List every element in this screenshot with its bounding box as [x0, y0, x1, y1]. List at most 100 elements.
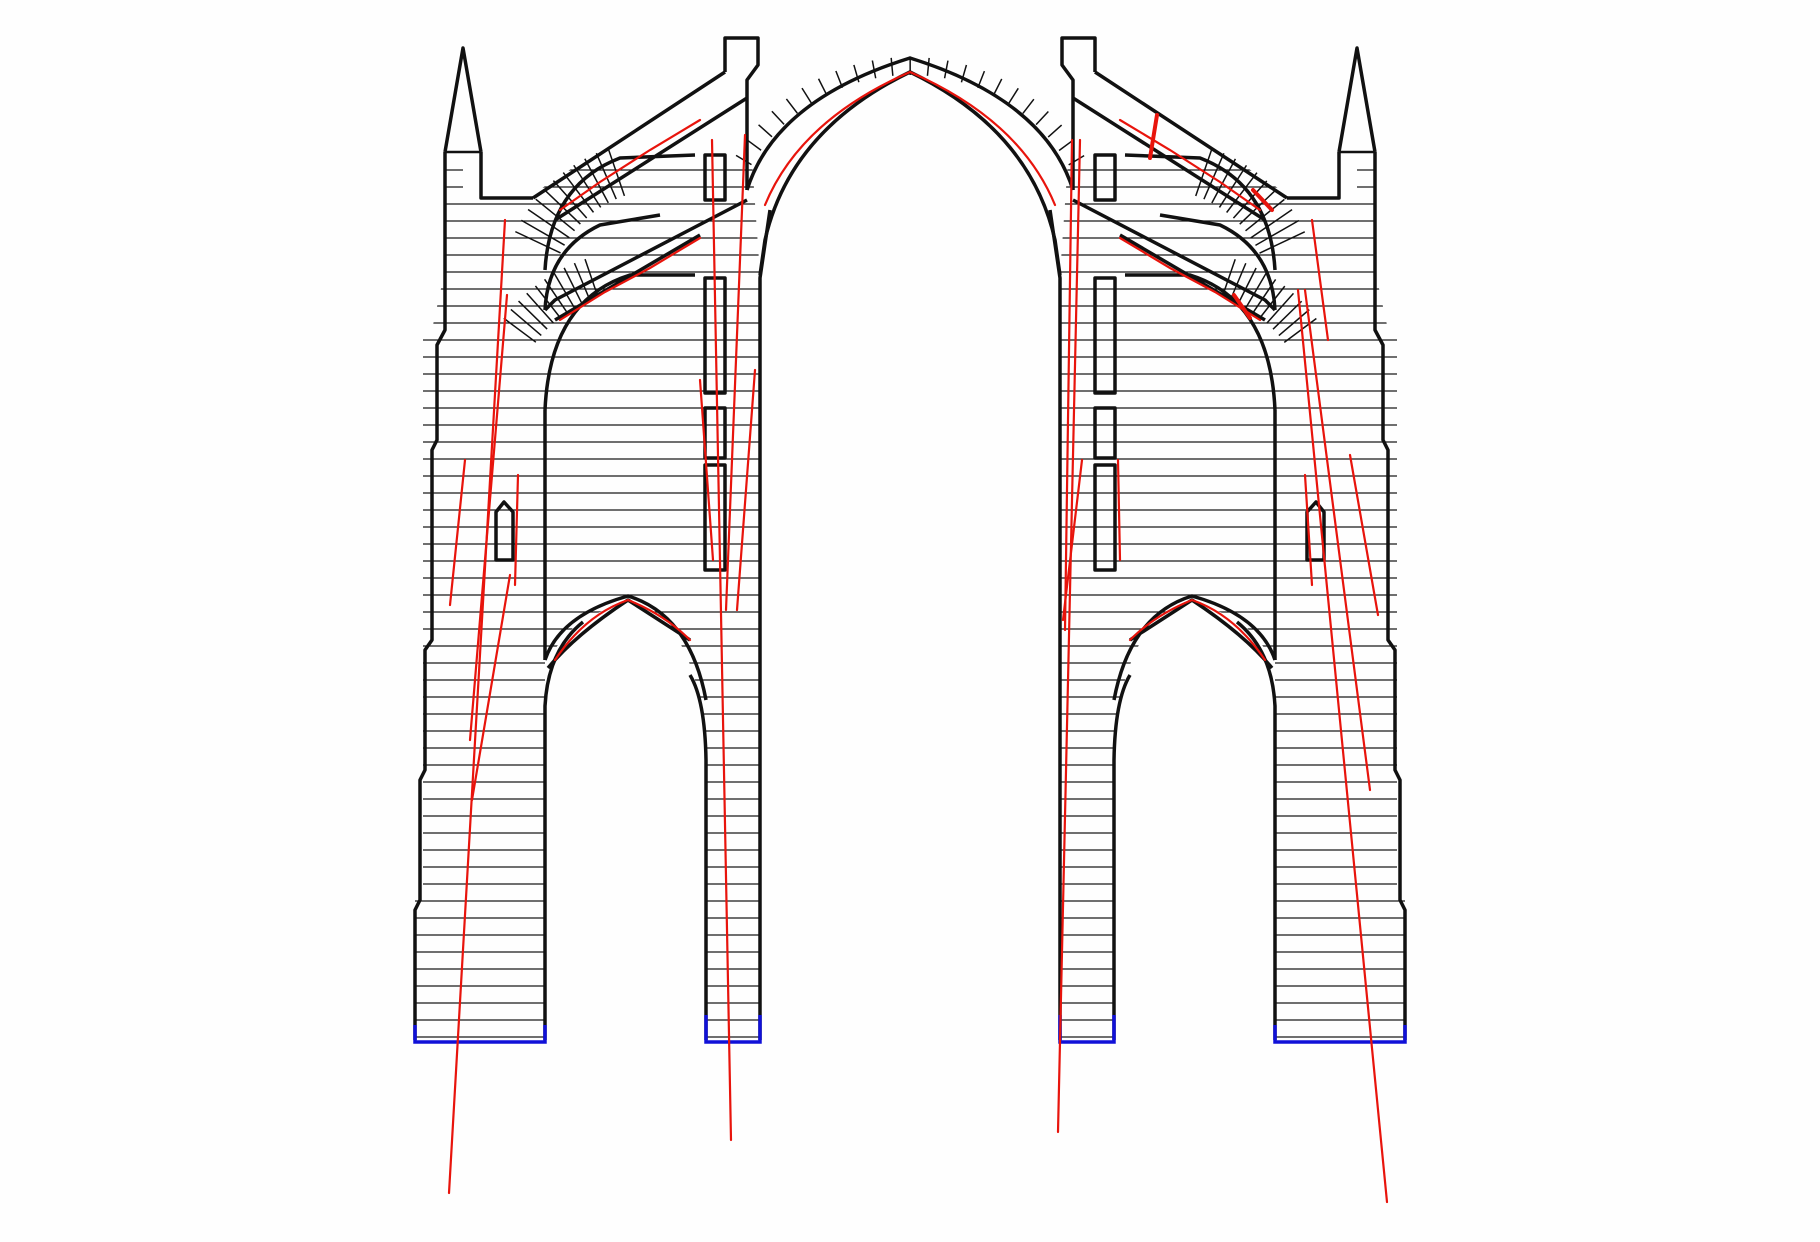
thrust-line-left-buttress-4 — [513, 473, 520, 587]
voussoir-joint — [853, 64, 860, 83]
thrust-line-right-upper-flyer — [1118, 118, 1262, 212]
voussoir-joint — [503, 317, 537, 343]
left-pier-window-3 — [703, 406, 727, 460]
thrust-line-left-buttress-3 — [448, 458, 467, 607]
voussoir-joint — [835, 70, 844, 89]
voussoir-joint — [1221, 258, 1236, 298]
thrust-line-right-pier-4 — [1116, 458, 1122, 562]
voussoir-joint — [518, 300, 548, 330]
right-pier-window-1 — [1093, 153, 1117, 202]
thrust-line-left-buttress-2 — [468, 293, 509, 742]
thrust-line-left-pier-4 — [698, 378, 715, 562]
voussoir-joint — [1203, 153, 1225, 200]
right-pier-cap — [1060, 36, 1097, 190]
foundation-pier-left — [704, 1015, 762, 1044]
voussoir-joint — [960, 64, 968, 83]
foundation-outer-right — [1273, 1025, 1407, 1044]
voussoir-joint — [1211, 158, 1237, 204]
voussoir-joint — [1245, 273, 1267, 309]
thrust-line-right-lower-flyer — [1118, 236, 1262, 322]
thrust-line-left-pier-2 — [724, 133, 747, 612]
thrust-line-right-aisle-arch — [1128, 598, 1267, 662]
voussoir-joint — [1008, 87, 1019, 104]
voussoir-joint — [1255, 219, 1300, 246]
voussoir-joint — [1047, 124, 1063, 138]
right-pier — [1112, 674, 1132, 1040]
thrust-line-left-pier-3 — [735, 368, 757, 612]
voussoir-joint — [890, 57, 894, 76]
voussoir-joint — [1226, 172, 1258, 213]
thrust-line-left-buttress-5 — [470, 573, 512, 802]
voussoir-joint — [573, 164, 602, 208]
voussoir-joint — [515, 230, 561, 254]
voussoir-joint — [1283, 317, 1317, 343]
left-pinnacle — [443, 46, 483, 153]
voussoir-joint — [926, 57, 930, 76]
voussoir-joint — [785, 98, 798, 114]
right-pier-window-3 — [1093, 406, 1117, 460]
voussoir-joint — [543, 278, 568, 313]
voussoir-joint — [943, 60, 949, 79]
voussoir-joint — [1272, 300, 1303, 330]
thrust-line-right-buttress-2 — [1303, 288, 1372, 792]
right-buttress-outline — [1287, 152, 1407, 1040]
thrust-line-vault — [763, 70, 1057, 207]
voussoir-joint — [1252, 279, 1277, 313]
voussoir-joint — [553, 272, 576, 309]
voussoir-joint — [584, 258, 599, 298]
left-pier — [688, 674, 708, 1040]
thrust-line-left-buttress-1 — [447, 218, 507, 1195]
voussoir-joint — [992, 78, 1003, 96]
voussoir-joint — [1232, 180, 1268, 219]
left-buttress-outline — [413, 152, 533, 1040]
voussoir-joint — [534, 285, 561, 318]
right-pier-window-2 — [1093, 276, 1117, 395]
voussoir-joint — [595, 152, 617, 200]
thrust-line-right-buttress-1 — [1296, 288, 1389, 1204]
voussoir-joint — [801, 87, 813, 104]
voussoir-joint — [1218, 164, 1248, 208]
left-lower-flyer — [543, 198, 748, 411]
voussoir-joint — [1259, 231, 1306, 254]
voussoir-joint — [527, 208, 570, 239]
thrust-lines — [447, 70, 1389, 1204]
thrust-line-left-lower-flyer — [558, 236, 702, 322]
voussoir-joint — [1239, 189, 1277, 225]
arch-voussoirs — [503, 56, 1317, 343]
voussoir-joint — [584, 158, 609, 204]
voussoir-joint — [552, 180, 588, 219]
voussoir-joint — [1278, 309, 1310, 337]
voussoir-joint — [977, 70, 986, 89]
left-buttress-lancet — [494, 500, 515, 562]
voussoir-joint — [562, 172, 595, 213]
voussoir-joint — [817, 78, 828, 96]
thrust-line-right-pier-1 — [1056, 138, 1082, 1134]
voussoir-joint — [510, 308, 542, 337]
voussoir-joint — [543, 189, 581, 225]
left-pier-window-4 — [703, 463, 727, 572]
thrust-line-left-pier-1 — [710, 138, 733, 1142]
voussoir-joint — [520, 219, 566, 246]
voussoir-joint — [1266, 292, 1295, 324]
voussoir-joint — [746, 138, 762, 151]
right-pier-window-4 — [1093, 463, 1117, 572]
left-pier-cap — [723, 36, 760, 190]
right-pinnacle — [1337, 46, 1377, 153]
thrust-line-right-buttress-3 — [1310, 218, 1330, 342]
thrust-line-right-pier-2 — [1063, 138, 1074, 632]
voussoir-joint — [771, 110, 785, 125]
foundation-outer-left — [413, 1025, 547, 1044]
voussoir-joint — [1250, 209, 1293, 239]
thrust-line-left-upper-flyer — [558, 118, 702, 212]
voussoir-joint — [535, 198, 576, 232]
thrust-line-right-buttress-4 — [1348, 453, 1380, 617]
voussoir-joint — [563, 267, 583, 304]
voussoir-joint — [526, 292, 554, 324]
voussoir-joint — [871, 60, 877, 79]
left-pier-window-1 — [703, 153, 727, 202]
thrust-line-left-aisle-arch — [553, 598, 692, 662]
voussoir-joint — [1259, 285, 1286, 319]
voussoir-joint — [573, 262, 591, 301]
